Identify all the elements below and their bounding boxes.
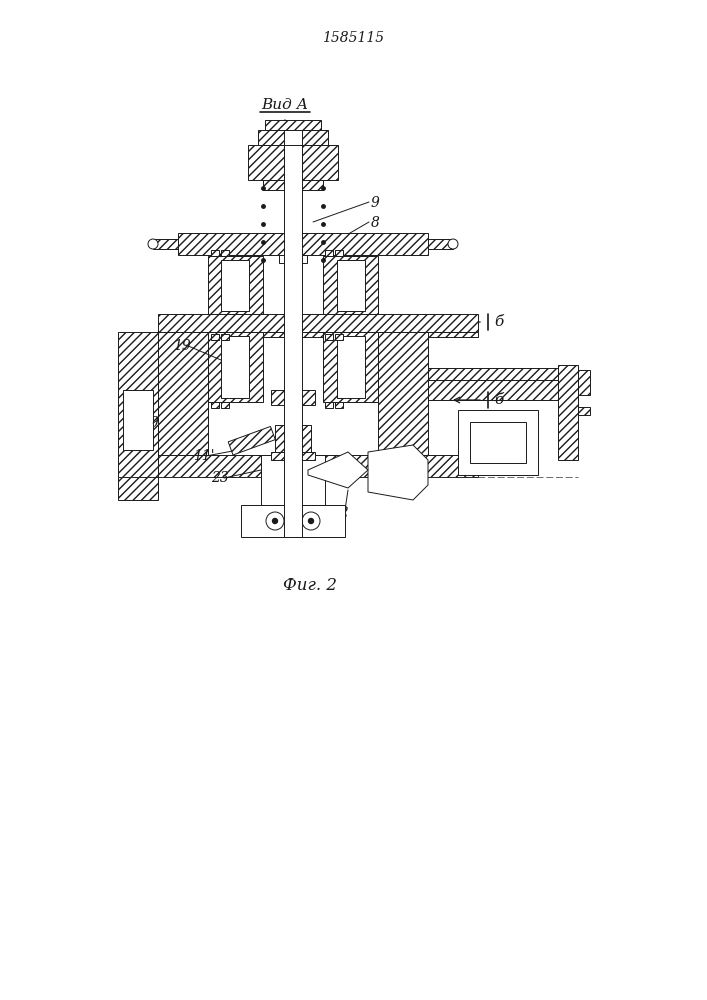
Bar (178, 233, 428, 255)
Text: 20: 20 (141, 416, 159, 430)
Bar (153, 239, 178, 249)
Bar (265, 120, 321, 130)
Polygon shape (368, 445, 428, 500)
Bar (223, 262, 247, 309)
Text: 11': 11' (193, 449, 215, 463)
Ellipse shape (448, 239, 458, 249)
Bar (428, 380, 578, 400)
Bar (221, 334, 229, 340)
Bar (211, 334, 219, 340)
Text: 22: 22 (331, 506, 349, 520)
Bar (378, 332, 428, 455)
Bar (323, 256, 378, 315)
Text: 1585115: 1585115 (322, 31, 384, 45)
Bar (325, 334, 333, 340)
Bar (299, 180, 323, 190)
Polygon shape (308, 452, 368, 488)
Bar (221, 260, 249, 311)
Circle shape (308, 518, 313, 524)
Bar (271, 390, 315, 405)
Bar (271, 452, 315, 460)
Text: 19: 19 (173, 339, 191, 353)
Bar (339, 370, 361, 396)
Bar (223, 338, 247, 364)
Bar (578, 407, 590, 415)
Bar (248, 145, 284, 180)
Circle shape (272, 518, 278, 524)
Bar (158, 332, 478, 337)
Bar (221, 250, 229, 256)
Bar (211, 402, 219, 408)
Bar (123, 390, 153, 450)
Text: 23: 23 (211, 471, 229, 485)
Bar (258, 130, 284, 145)
Bar (221, 336, 249, 398)
Bar (302, 130, 328, 145)
Bar (302, 145, 338, 180)
Text: Фиг. 2: Фиг. 2 (283, 576, 337, 593)
Bar (578, 370, 590, 395)
Bar (335, 402, 343, 408)
Bar (470, 422, 526, 463)
Bar (335, 334, 343, 340)
Text: 8: 8 (371, 216, 380, 230)
Bar (241, 505, 345, 537)
Bar (339, 262, 361, 309)
Polygon shape (228, 426, 275, 455)
Bar (118, 477, 158, 500)
Bar (221, 402, 229, 408)
Text: б: б (494, 393, 503, 407)
Bar (158, 314, 478, 332)
Bar (458, 410, 538, 475)
Bar (263, 180, 287, 190)
Ellipse shape (148, 239, 158, 249)
Bar (558, 365, 578, 460)
Bar (261, 455, 325, 505)
Bar (158, 332, 208, 455)
Text: Вид А: Вид А (262, 98, 308, 112)
Text: б: б (494, 315, 503, 329)
Bar (284, 145, 302, 537)
Bar (325, 250, 333, 256)
Bar (337, 260, 365, 311)
Bar (211, 250, 219, 256)
Bar (223, 370, 247, 396)
Bar (275, 425, 311, 455)
Bar (339, 338, 361, 364)
Bar (279, 255, 307, 263)
Bar (428, 368, 573, 380)
Bar (323, 332, 378, 402)
Bar (208, 256, 263, 315)
Bar (337, 336, 365, 398)
Bar (158, 455, 478, 477)
Text: 9: 9 (371, 196, 380, 210)
Bar (428, 239, 453, 249)
Bar (208, 332, 263, 402)
Bar (325, 402, 333, 408)
Bar (335, 250, 343, 256)
Bar (118, 332, 158, 477)
